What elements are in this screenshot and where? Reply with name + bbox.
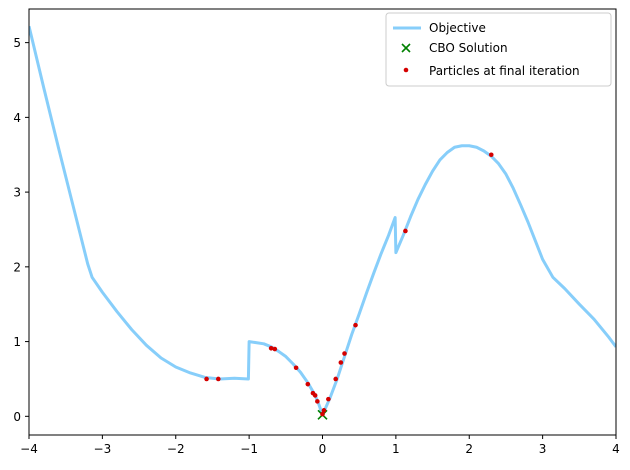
particle-point	[320, 411, 325, 417]
x-tick-label: −2	[167, 442, 185, 456]
particle-point	[216, 376, 221, 382]
particle-point	[338, 360, 344, 365]
particle-point	[268, 346, 274, 351]
legend-box	[385, 12, 612, 87]
legend-particles-label: Particles at final iteration	[429, 64, 580, 78]
particle-point	[321, 408, 327, 413]
particle-point	[403, 228, 408, 234]
objective-line	[29, 25, 616, 417]
x-tick-label: 0	[319, 442, 327, 456]
x-tick-label: −3	[94, 442, 112, 456]
particle-point	[315, 399, 320, 404]
y-tick-label: 2	[13, 260, 21, 274]
y-tick-label: 4	[13, 111, 21, 125]
y-tick-label: 0	[13, 410, 21, 424]
x-tick-label: −4	[20, 442, 38, 456]
particle-point	[488, 152, 494, 158]
x-tick-label: 4	[612, 442, 620, 456]
particle-point	[204, 376, 209, 382]
particle-point	[305, 381, 311, 387]
particle-point	[333, 376, 339, 382]
particle-point	[342, 351, 347, 356]
legend-objective-label: Objective	[429, 21, 486, 35]
x-tick-label: −1	[240, 442, 258, 456]
particle-point	[312, 393, 318, 398]
particle-point	[293, 365, 299, 371]
y-tick-label: 1	[13, 335, 21, 349]
particle-point	[272, 346, 278, 352]
particle-point	[326, 396, 331, 402]
axes-layer: −4 −3 −2 −1 0 1 2 3 4 0 1 2 3 4 5	[13, 8, 620, 456]
legend-solution-marker	[401, 43, 411, 53]
legend-particles-marker	[403, 67, 409, 73]
y-tick-label: 5	[13, 36, 21, 50]
series-layer	[29, 25, 616, 420]
x-tick-label: 1	[392, 442, 400, 456]
x-tick-label: 2	[465, 442, 473, 456]
x-tick-label: 3	[539, 442, 547, 456]
particle-point	[353, 322, 358, 328]
y-tick-label: 3	[13, 186, 21, 200]
legend-solution-label: CBO Solution	[429, 41, 508, 55]
legend: Objective CBO Solution Particles at fina…	[385, 12, 612, 87]
